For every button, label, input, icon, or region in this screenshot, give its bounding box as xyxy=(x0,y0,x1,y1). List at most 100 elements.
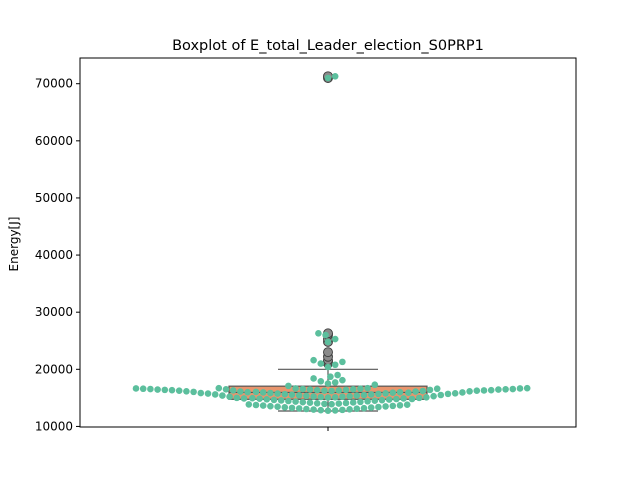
swarm-point xyxy=(249,394,256,402)
swarm-point xyxy=(324,407,332,415)
swarm-point xyxy=(328,400,335,408)
swarm-point xyxy=(335,400,343,407)
swarm-point xyxy=(430,392,437,400)
swarm-point xyxy=(364,397,371,405)
swarm-point xyxy=(466,387,473,395)
swarm-point xyxy=(321,387,328,395)
swarm-point xyxy=(339,406,346,414)
swarm-point xyxy=(357,385,364,393)
swarm-point xyxy=(367,391,375,398)
swarm-point xyxy=(259,402,267,409)
swarm-point xyxy=(403,401,411,409)
swarm-point xyxy=(252,388,260,396)
swarm-point xyxy=(487,386,495,394)
swarm-point xyxy=(285,382,292,390)
swarm-point xyxy=(415,394,423,402)
swarm-point xyxy=(339,358,346,366)
swarm-point xyxy=(396,388,404,396)
swarm-point xyxy=(389,402,397,410)
swarm-point xyxy=(382,389,389,397)
swarm-point xyxy=(310,375,317,382)
swarm-point xyxy=(331,379,339,386)
swarm-point xyxy=(371,397,379,405)
swarm-point xyxy=(480,387,488,394)
swarm-point xyxy=(183,387,190,395)
swarm-point xyxy=(190,388,197,396)
swarm-point xyxy=(315,330,322,337)
y-tick-label: 30000 xyxy=(35,305,73,319)
swarm-point xyxy=(310,406,317,413)
swarm-point xyxy=(259,389,267,396)
swarm-point xyxy=(211,391,219,398)
swarm-point xyxy=(310,356,317,364)
swarm-point xyxy=(147,385,154,393)
swarm-point xyxy=(240,395,248,402)
swarm-point xyxy=(317,378,325,385)
swarm-point xyxy=(335,387,343,394)
swarm-point xyxy=(299,398,307,406)
swarm-point xyxy=(322,331,329,339)
swarm-point xyxy=(197,389,205,397)
swarm-point xyxy=(400,395,407,402)
swarm-point xyxy=(385,396,393,403)
swarm-point xyxy=(349,399,357,406)
swarm-point xyxy=(139,385,147,393)
swarm-point xyxy=(339,393,346,401)
swarm-point xyxy=(334,371,341,379)
swarm-point xyxy=(215,384,223,392)
y-tick-label: 50000 xyxy=(35,191,73,205)
swarm-point xyxy=(331,335,339,343)
swarm-point xyxy=(295,391,303,399)
swarm-point xyxy=(175,387,183,395)
swarm-point xyxy=(342,399,350,407)
swarm-point xyxy=(226,393,233,401)
swarm-point xyxy=(256,395,263,403)
swarm-point xyxy=(331,393,339,401)
swarm-point xyxy=(288,404,296,412)
y-tick-label: 60000 xyxy=(35,134,73,148)
swarm-point xyxy=(423,393,430,401)
swarm-point xyxy=(516,385,524,392)
swarm-point xyxy=(288,391,296,399)
swarm-point xyxy=(277,397,285,404)
swarm-point xyxy=(295,405,303,412)
swarm-point xyxy=(303,405,310,413)
swarm-point xyxy=(444,390,452,398)
swarm-point xyxy=(360,404,368,412)
swarm-point xyxy=(317,393,325,401)
swarm-point xyxy=(229,387,237,394)
swarm-point xyxy=(233,394,241,402)
swarm-point xyxy=(509,385,517,393)
swarm-point xyxy=(313,386,321,394)
y-tick-label: 10000 xyxy=(35,419,73,433)
swarm-point xyxy=(502,386,509,393)
swarm-point xyxy=(161,386,169,394)
swarm-point xyxy=(244,388,251,396)
swarm-point xyxy=(310,393,317,400)
y-tick-label: 70000 xyxy=(35,77,73,91)
swarm-point xyxy=(451,389,459,397)
swarm-point xyxy=(495,386,502,393)
swarm-point xyxy=(360,391,368,399)
swarm-point xyxy=(317,406,325,414)
swarm-point xyxy=(375,403,382,411)
y-tick-label: 20000 xyxy=(35,362,73,376)
swarm-point xyxy=(331,72,339,80)
swarm-point xyxy=(371,381,379,389)
swarm-point xyxy=(408,395,416,403)
swarm-point xyxy=(364,384,371,392)
swarm-point xyxy=(346,405,353,413)
swarm-point xyxy=(459,389,466,396)
swarm-point xyxy=(281,390,289,398)
swarm-point xyxy=(324,338,332,346)
swarm-point xyxy=(274,403,281,411)
swarm-point xyxy=(342,386,350,394)
swarm-point xyxy=(306,399,314,407)
swarm-point xyxy=(237,388,244,395)
swarm-point xyxy=(328,387,335,395)
chart-title: Boxplot of E_total_Leader_election_S0PRP… xyxy=(172,38,484,54)
swarm-point xyxy=(437,391,445,399)
swarm-point xyxy=(281,403,289,411)
plot-area: 10000 20000 30000 40000 50000 60000 70000 xyxy=(35,57,577,433)
